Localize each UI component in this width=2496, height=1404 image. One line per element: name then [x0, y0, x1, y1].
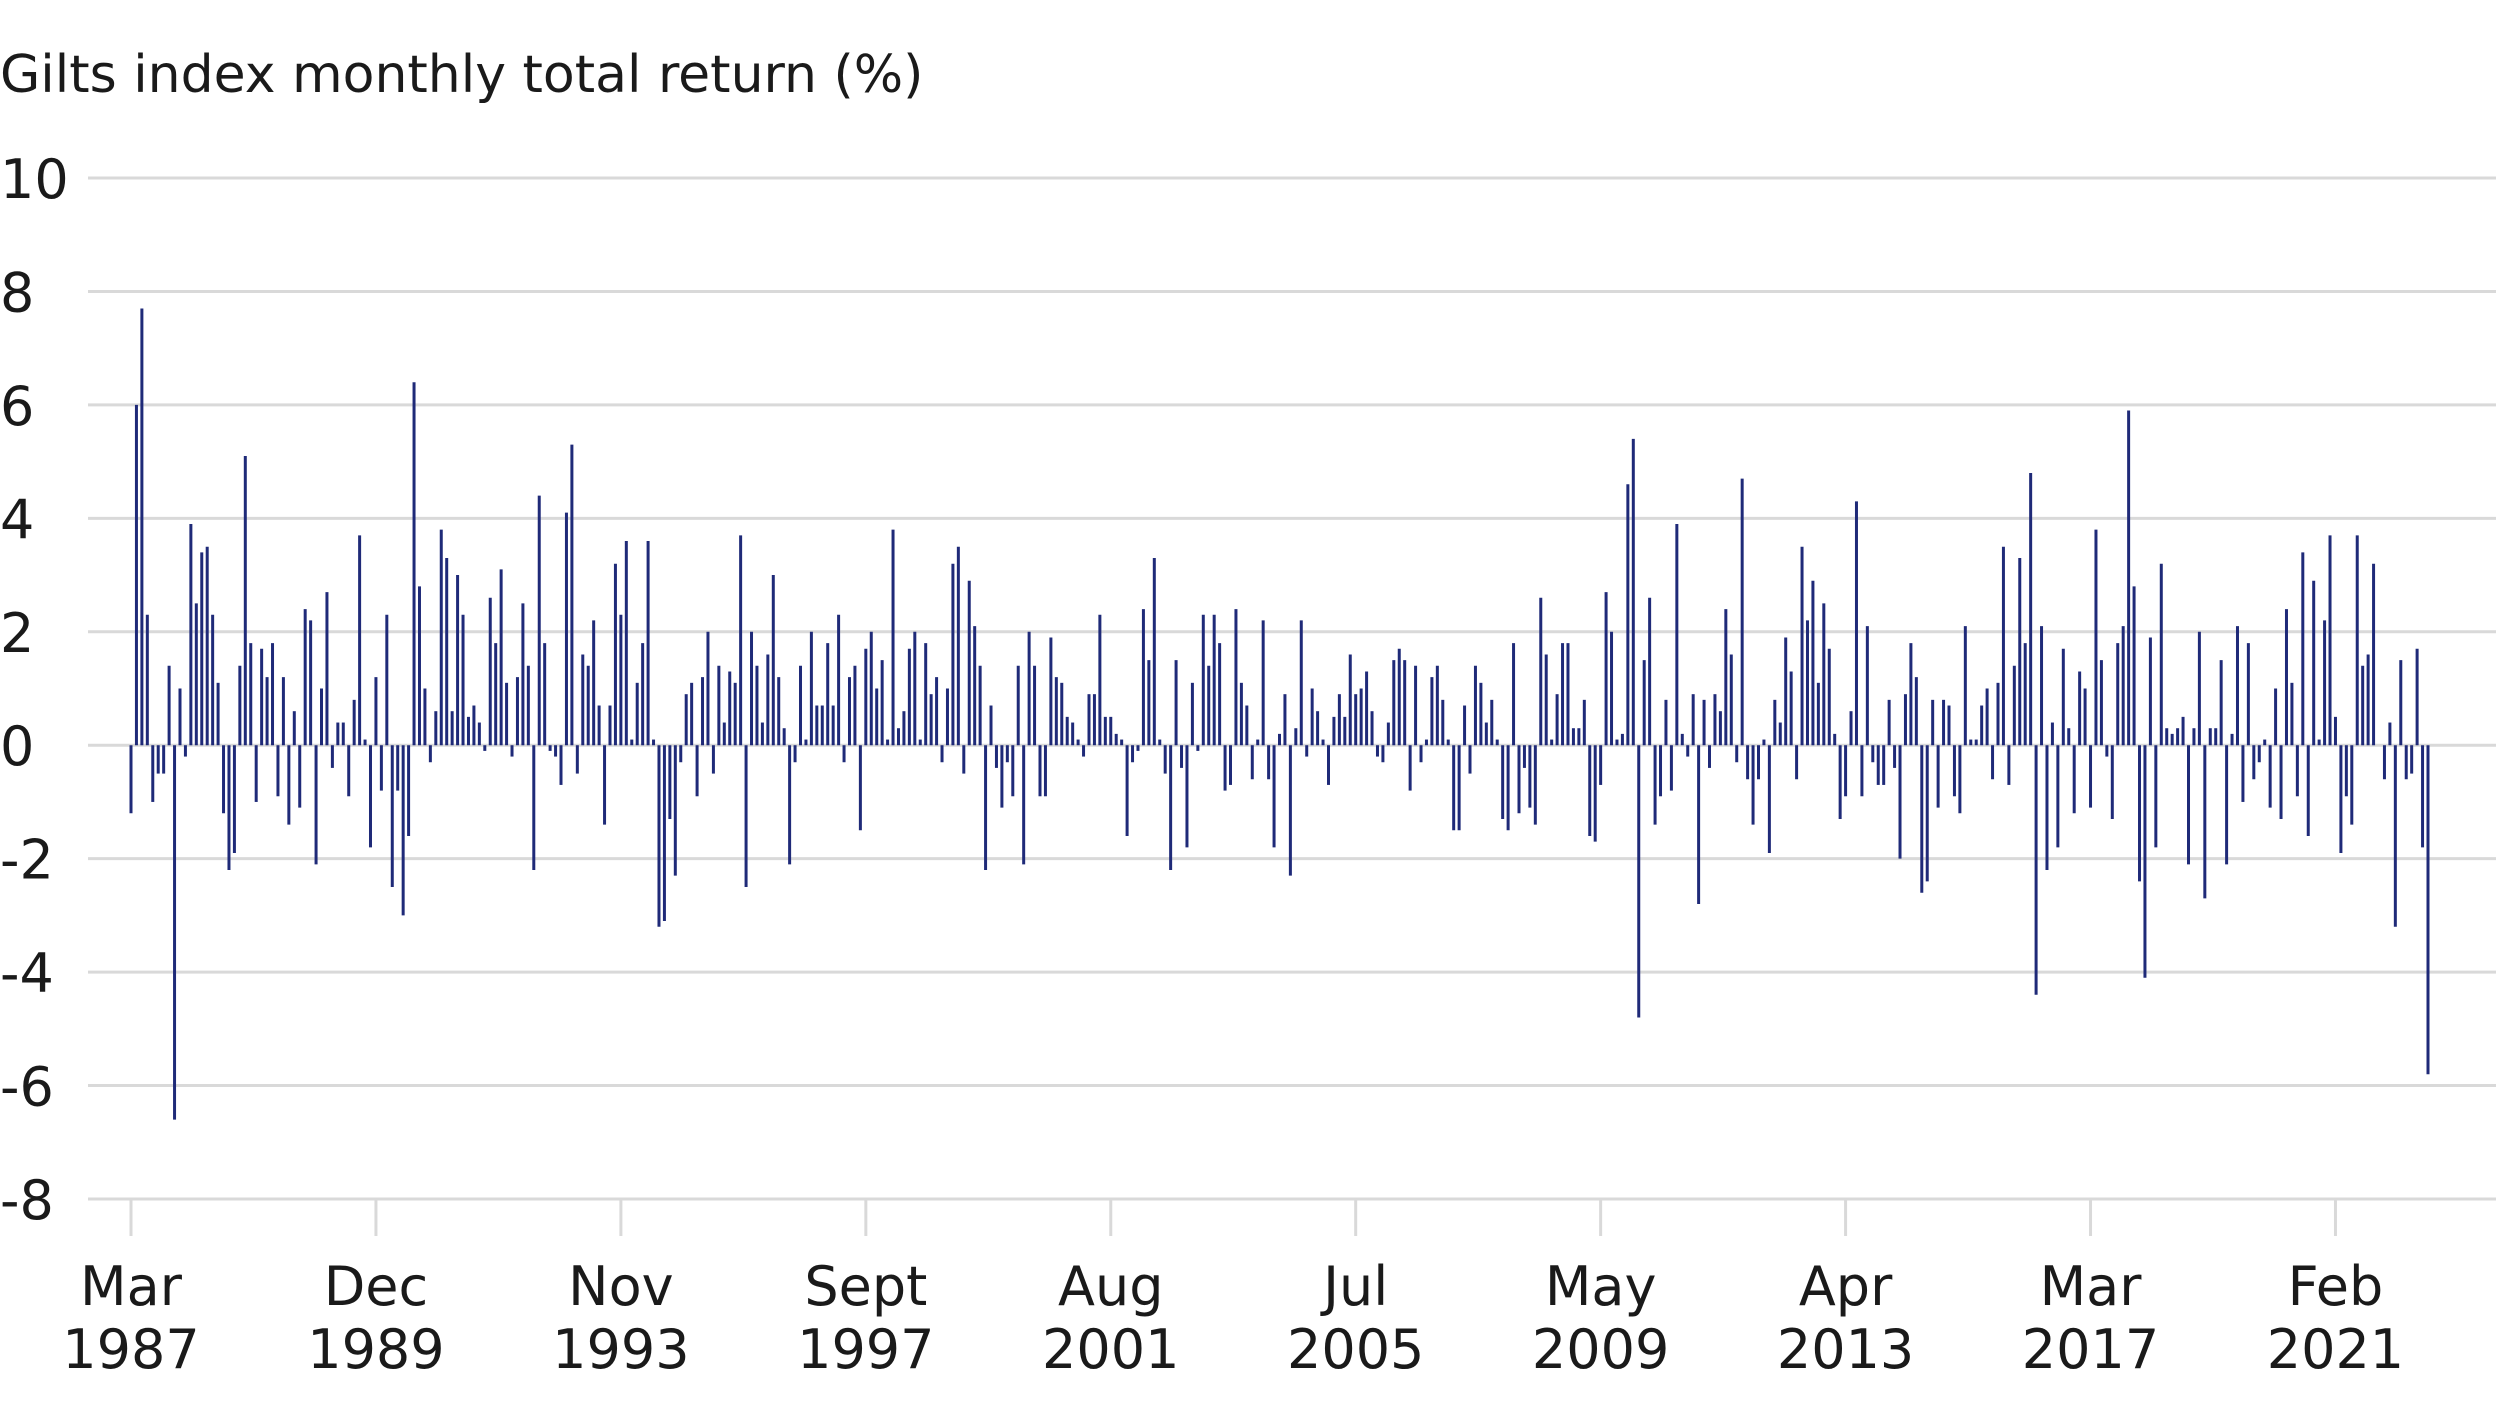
y-tick-label: 10 — [0, 148, 69, 211]
y-tick-label: -4 — [0, 942, 54, 1005]
bar-series — [129, 308, 2430, 1120]
x-tick-label-year: 1987 — [62, 1318, 199, 1381]
x-tick-label-year: 2009 — [1532, 1318, 1669, 1381]
y-tick-label: -8 — [0, 1169, 54, 1232]
x-axis-ticks: Mar1987Dec1989Nov1993Sept1997Aug2001Jul2… — [62, 1200, 2404, 1381]
x-tick-label-year: 2021 — [2267, 1318, 2404, 1381]
x-tick-label-month: Aug — [1058, 1255, 1163, 1318]
y-tick-label: 2 — [0, 602, 34, 665]
y-tick-label: -6 — [0, 1056, 54, 1119]
y-tick-label: 4 — [0, 488, 34, 551]
chart-title: Gilts index monthly total return (%) — [0, 45, 923, 105]
x-tick-label-month: Dec — [324, 1255, 429, 1318]
x-tick-label-month: Nov — [568, 1255, 673, 1318]
y-tick-label: 0 — [0, 715, 34, 778]
x-tick-label-month: Sept — [804, 1255, 927, 1318]
y-tick-label: 6 — [0, 375, 34, 438]
x-tick-label-year: 2001 — [1042, 1318, 1179, 1381]
x-tick-label-month: Mar — [80, 1255, 183, 1318]
x-tick-label-month: Feb — [2288, 1255, 2384, 1318]
y-axis-tick-labels: 10 8 6 4 2 0 -2 -4 -6 -8 — [0, 148, 69, 1232]
x-tick-label-month: Jul — [1320, 1255, 1388, 1318]
y-tick-label: 8 — [0, 261, 34, 324]
x-tick-label-month: Apr — [1799, 1255, 1893, 1318]
x-tick-label-year: 1997 — [797, 1318, 934, 1381]
x-tick-label-year: 1993 — [552, 1318, 689, 1381]
x-tick-label-year: 2013 — [1777, 1318, 1914, 1381]
x-tick-label-year: 1989 — [307, 1318, 444, 1381]
x-tick-label-year: 2005 — [1287, 1318, 1424, 1381]
y-tick-label: -2 — [0, 829, 54, 892]
x-tick-label-year: 2017 — [2022, 1318, 2159, 1381]
x-tick-label-month: Mar — [2040, 1255, 2143, 1318]
x-tick-label-month: May — [1545, 1255, 1657, 1318]
